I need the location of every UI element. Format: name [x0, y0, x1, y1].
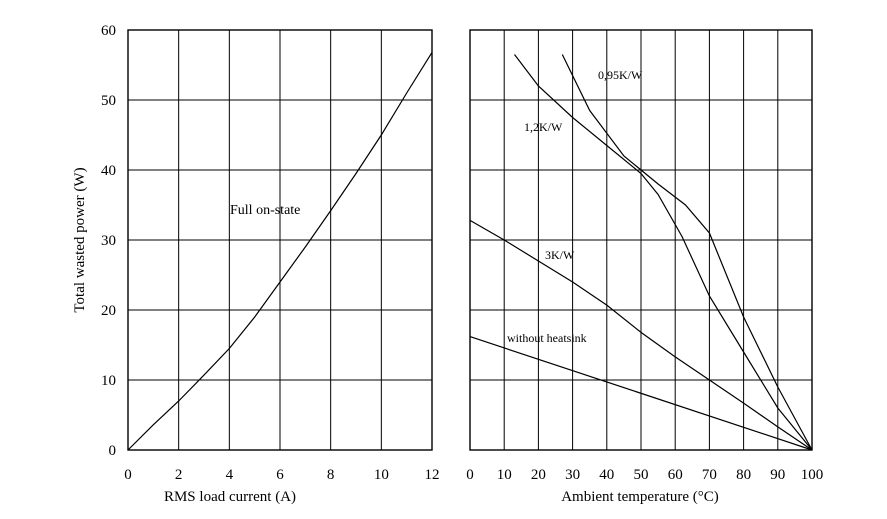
right-x-tick-50: 50 [634, 467, 649, 483]
left-x-tick-0: 0 [124, 467, 132, 483]
right-series-line-1-2k-w [514, 54, 813, 451]
left-y-axis-label: Total wasted power (W) [72, 167, 88, 312]
right-x-tick-10: 10 [497, 467, 512, 483]
left-x-tick-12: 12 [425, 467, 440, 483]
left-chart: 0 2 4 6 8 10 12 0 10 20 30 40 50 60 [101, 23, 440, 483]
label-0-95kw: 0,95K/W [598, 68, 643, 82]
left-y-tick-20: 20 [101, 303, 116, 319]
right-x-tick-60: 60 [668, 467, 683, 483]
right-x-tick-0: 0 [466, 467, 474, 483]
right-x-tick-90: 90 [770, 467, 785, 483]
right-x-tick-80: 80 [736, 467, 751, 483]
right-x-tick-100: 100 [801, 467, 824, 483]
left-y-tick-60: 60 [101, 23, 116, 39]
right-x-tick-70: 70 [702, 467, 717, 483]
right-series-line-3k-w [469, 219, 813, 451]
left-x-tick-2: 2 [175, 467, 183, 483]
label-1-2kw: 1,2K/W [524, 120, 563, 134]
left-x-tick-10: 10 [374, 467, 389, 483]
right-x-axis-label: Ambient temperature (°C) [561, 489, 719, 505]
left-x-tick-6: 6 [276, 467, 284, 483]
right-x-tick-40: 40 [599, 467, 614, 483]
right-x-tick-30: 30 [565, 467, 580, 483]
left-series-line-full-on-state [127, 52, 433, 451]
left-x-tick-8: 8 [327, 467, 335, 483]
right-series-line-0-95k-w [561, 54, 813, 451]
right-plot-frame [469, 29, 813, 451]
label-without-heatsink: without heatsink [507, 331, 587, 345]
full-on-state-label: Full on-state [230, 203, 300, 218]
left-y-tick-30: 30 [101, 233, 116, 249]
right-series-line-without-heatsink [469, 336, 813, 451]
right-chart: 0 10 20 30 40 50 60 70 80 90 100 [466, 29, 824, 483]
right-x-tick-20: 20 [531, 467, 546, 483]
left-x-tick-4: 4 [226, 467, 234, 483]
label-3kw: 3K/W [545, 248, 575, 262]
left-y-tick-10: 10 [101, 373, 116, 389]
left-plot-frame [127, 29, 433, 451]
left-y-tick-40: 40 [101, 163, 116, 179]
left-y-tick-50: 50 [101, 93, 116, 109]
left-x-axis-label: RMS load current (A) [164, 489, 296, 505]
left-y-tick-0: 0 [109, 443, 117, 459]
